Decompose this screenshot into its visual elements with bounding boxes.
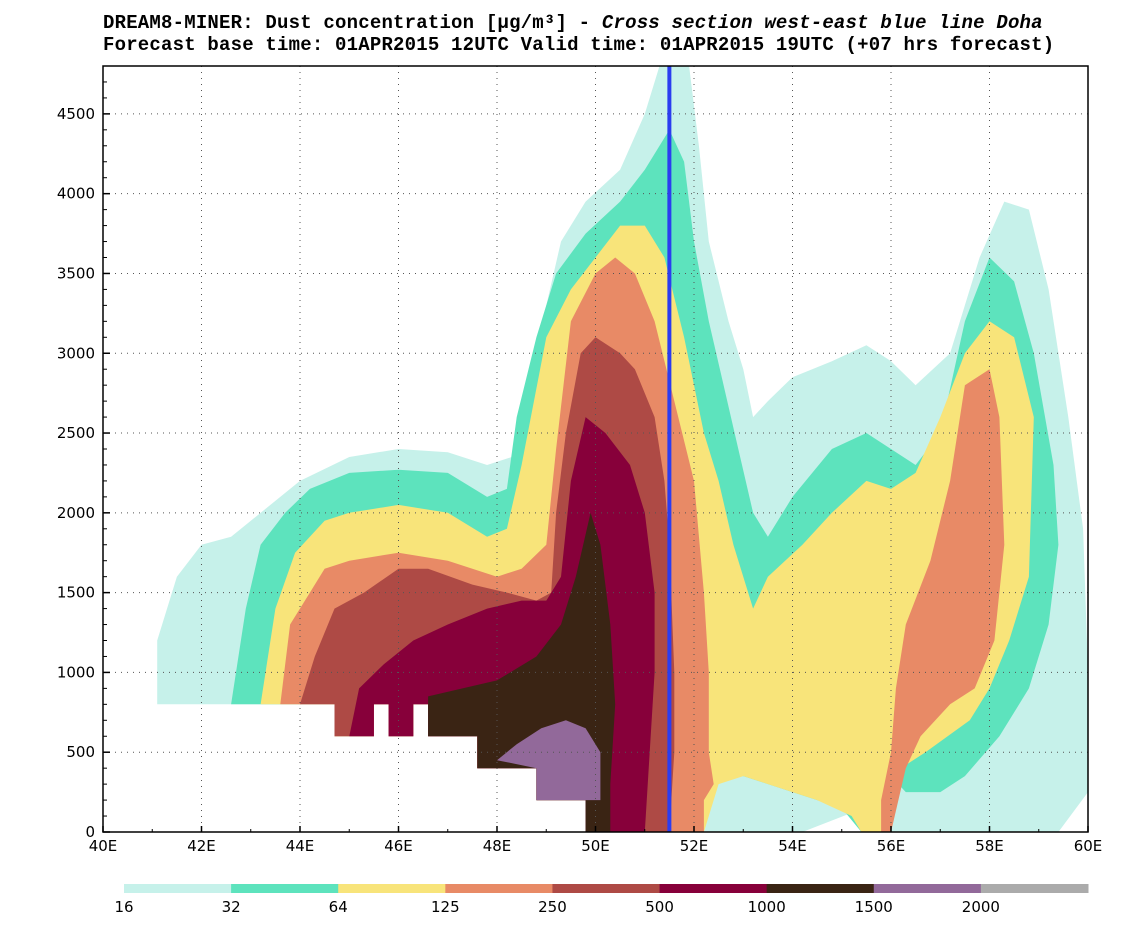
legend-swatch [231, 884, 339, 893]
legend-swatch [124, 884, 232, 893]
contour-level-1500 [497, 720, 601, 801]
legend-label: 500 [645, 898, 674, 916]
x-tick-label: 60E [1074, 837, 1103, 855]
legend-swatch [338, 884, 446, 893]
legend-swatch [445, 884, 553, 893]
grid-lines [103, 66, 1088, 832]
legend-swatch [873, 884, 982, 893]
legend-swatch [980, 884, 1089, 893]
legend-label: 64 [329, 898, 348, 916]
x-axis: 40E 42E 44E 46E 48E 50E 52E 54E 56E 58E 60E [89, 826, 1103, 855]
y-tick-label: 4500 [57, 105, 95, 123]
y-tick-label: 2500 [57, 424, 95, 442]
legend-label: 1000 [748, 898, 786, 916]
title-italic: Cross section west-east blue line Doha [601, 12, 1043, 34]
legend-label: 32 [222, 898, 241, 916]
x-tick-label: 42E [187, 837, 216, 855]
contour-level-125b [881, 369, 1005, 832]
legend-label: 16 [114, 898, 133, 916]
x-tick-label: 40E [89, 837, 118, 855]
y-tick-label: 2000 [57, 504, 95, 522]
legend-label: 1500 [855, 898, 893, 916]
x-tick-label: 46E [384, 837, 413, 855]
legend-label: 2000 [962, 898, 1000, 916]
legend-label: 250 [538, 898, 567, 916]
legend-swatch [552, 884, 661, 893]
x-tick-label: 52E [680, 837, 709, 855]
x-tick-label: 44E [286, 837, 315, 855]
y-tick-label: 500 [66, 743, 95, 761]
x-tick-label: 56E [877, 837, 906, 855]
color-legend: 16 32 64 125 250 500 1000 1500 2000 [114, 884, 1089, 916]
chart-title-line-2: Forecast base time: 01APR2015 12UTC Vali… [103, 34, 1055, 56]
y-tick-label: 4000 [57, 185, 95, 203]
chart-title-line-1: DREAM8-MINER: Dust concentration [µg/m³]… [103, 12, 1043, 34]
y-tick-label: 3500 [57, 264, 95, 282]
y-tick-label: 1000 [57, 663, 95, 681]
x-tick-label: 50E [581, 837, 610, 855]
y-axis: 0 500 1000 1500 2000 2500 3000 3500 4000 4500 [57, 81, 110, 841]
y-tick-label: 0 [85, 823, 95, 841]
title-prefix: DREAM8-MINER: Dust concentration [µg/m³]… [103, 12, 602, 34]
x-tick-label: 54E [778, 837, 807, 855]
y-tick-label: 1500 [57, 584, 95, 602]
contour-layers [157, 66, 1088, 832]
legend-label: 125 [431, 898, 460, 916]
x-tick-label: 48E [483, 837, 512, 855]
x-tick-label: 58E [975, 837, 1004, 855]
legend-swatch [766, 884, 875, 893]
legend-swatch [659, 884, 768, 893]
y-tick-label: 3000 [57, 344, 95, 362]
